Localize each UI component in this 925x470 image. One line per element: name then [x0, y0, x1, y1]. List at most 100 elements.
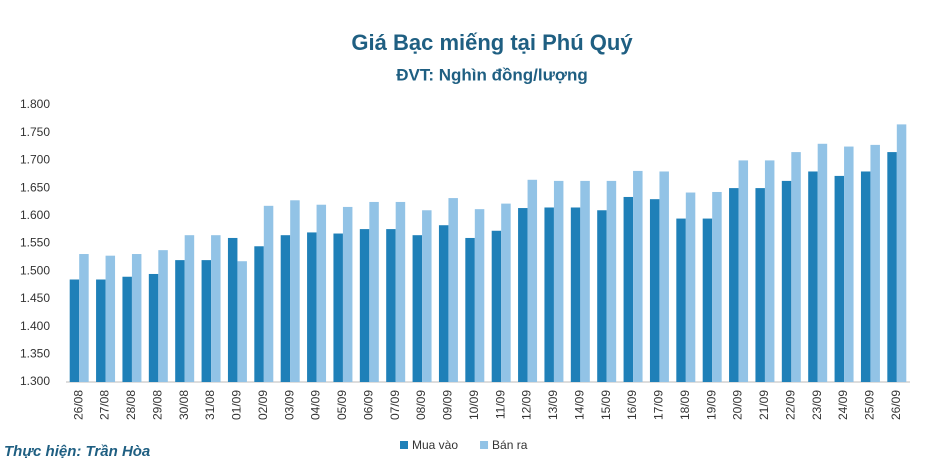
- bar: [131, 254, 142, 382]
- y-tick-label: 1.750: [20, 125, 50, 139]
- bar: [808, 171, 818, 382]
- x-tick-label: 02/09: [256, 390, 270, 420]
- bar: [844, 146, 854, 382]
- bar: [227, 237, 238, 382]
- bar: [395, 201, 406, 382]
- bar: [148, 273, 159, 382]
- x-tick-label: 20/09: [731, 390, 745, 420]
- bar: [79, 254, 89, 382]
- x-tick-label: 09/09: [441, 390, 455, 420]
- bar: [501, 203, 511, 382]
- chart-title: Giá Bạc miếng tại Phú Quý: [351, 30, 633, 55]
- bar: [491, 230, 502, 382]
- bar: [817, 143, 828, 382]
- bar: [518, 208, 528, 382]
- bar: [96, 279, 106, 382]
- x-tick-label: 16/09: [625, 390, 639, 420]
- bar: [580, 180, 590, 382]
- x-tick-label: 23/09: [810, 390, 824, 420]
- bar: [254, 246, 264, 382]
- bar: [649, 199, 660, 382]
- x-tick-label: 17/09: [652, 390, 666, 420]
- y-tick-label: 1.550: [20, 236, 50, 250]
- x-tick-label: 22/09: [783, 390, 797, 420]
- bar: [597, 210, 607, 382]
- y-tick-label: 1.450: [20, 291, 50, 305]
- bar: [791, 152, 801, 382]
- legend-label: Mua vào: [412, 438, 458, 452]
- bar: [781, 180, 792, 382]
- bar: [184, 235, 195, 382]
- bar: [333, 233, 343, 382]
- bar: [896, 124, 907, 382]
- x-tick-label: 24/09: [836, 390, 850, 420]
- x-tick-label: 26/09: [889, 390, 903, 420]
- bar: [764, 160, 775, 382]
- x-tick-label: 10/09: [467, 390, 481, 420]
- x-tick-label: 28/08: [124, 390, 138, 420]
- x-tick-label: 07/09: [388, 390, 402, 420]
- x-tick-label: 13/09: [546, 390, 560, 420]
- bar: [623, 196, 634, 382]
- bar: [544, 207, 554, 382]
- bar: [359, 229, 370, 382]
- y-tick-label: 1.500: [20, 263, 50, 277]
- x-tick-label: 31/08: [203, 390, 217, 420]
- bar: [474, 209, 485, 382]
- bar: [860, 171, 871, 382]
- x-tick-label: 05/09: [335, 390, 349, 420]
- x-tick-label: 15/09: [599, 390, 613, 420]
- bar: [69, 279, 80, 382]
- bar: [606, 180, 617, 382]
- bar: [369, 201, 379, 382]
- bar: [676, 218, 686, 382]
- x-tick-label: 04/09: [309, 390, 323, 420]
- bar: [280, 235, 291, 382]
- y-tick-label: 1.650: [20, 180, 50, 194]
- x-tick-label: 18/09: [678, 390, 692, 420]
- y-tick-label: 1.800: [20, 97, 50, 111]
- bar: [307, 232, 317, 382]
- bar: [175, 260, 185, 382]
- x-tick-label: 21/09: [757, 390, 771, 420]
- bar: [553, 180, 564, 382]
- bar: [465, 237, 475, 382]
- bar: [702, 218, 713, 382]
- bar: [105, 255, 116, 382]
- y-tick-label: 1.300: [20, 374, 50, 388]
- legend-label: Bán ra: [492, 438, 528, 452]
- x-tick-label: 14/09: [572, 390, 586, 420]
- y-tick-label: 1.350: [20, 346, 50, 360]
- x-tick-label: 12/09: [520, 390, 534, 420]
- bar: [685, 192, 696, 382]
- y-tick-label: 1.600: [20, 208, 50, 222]
- bar: [211, 235, 221, 382]
- chart-subtitle: ĐVT: Nghìn đồng/lượng: [396, 65, 588, 84]
- bar: [237, 261, 247, 382]
- bar: [659, 171, 669, 382]
- bar: [870, 144, 880, 382]
- bar: [422, 210, 432, 382]
- x-tick-label: 08/09: [414, 390, 428, 420]
- bar: [386, 229, 396, 382]
- y-tick-label: 1.700: [20, 153, 50, 167]
- bar: [316, 204, 327, 382]
- credit: Thực hiện: Trần Hòa: [4, 443, 150, 460]
- x-tick-label: 27/08: [98, 390, 112, 420]
- y-tick-label: 1.400: [20, 319, 50, 333]
- legend-swatch: [480, 441, 489, 449]
- bar: [290, 200, 300, 382]
- x-tick-label: 25/09: [863, 390, 877, 420]
- bar: [755, 188, 765, 382]
- x-tick-label: 29/08: [150, 390, 164, 420]
- bar: [342, 206, 353, 382]
- bar: [887, 152, 897, 382]
- bar: [158, 250, 168, 382]
- bar: [570, 207, 581, 382]
- legend-swatch: [400, 441, 408, 449]
- x-tick-label: 06/09: [361, 390, 375, 420]
- bar: [738, 160, 749, 382]
- bar: [122, 276, 132, 382]
- bar: [633, 170, 643, 382]
